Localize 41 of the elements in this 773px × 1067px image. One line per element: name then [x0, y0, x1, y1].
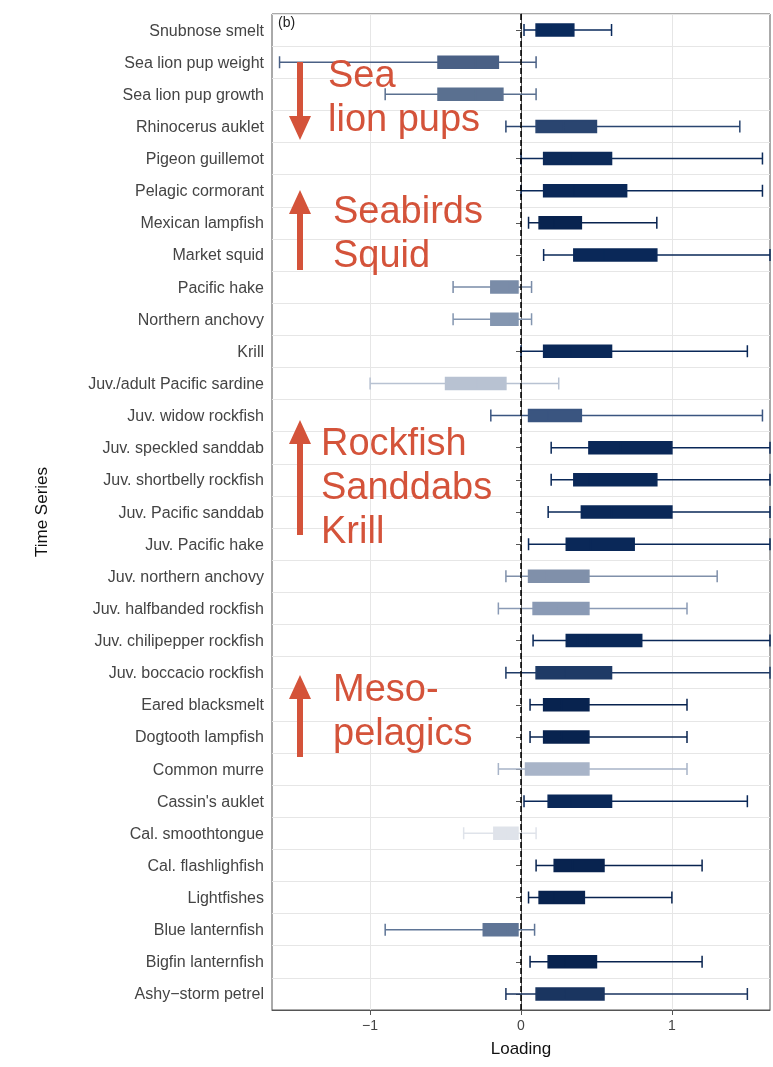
y-tick-label: Common murre [152, 760, 265, 778]
y-tick-label: Cal. smoothtongue [129, 824, 265, 842]
y-axis-title: Time Series [32, 466, 51, 558]
y-tick-label: Juv./adult Pacific sardine [88, 374, 265, 392]
y-tick-label: Juv. Pacific hake [145, 535, 265, 553]
y-tick-label: Juv. boccacio rockfish [108, 664, 264, 682]
y-tick-label: Market squid [172, 246, 264, 264]
y-tick-label: Pelagic cormorant [135, 182, 265, 200]
y-tick-label: Sea lion pup weight [124, 53, 265, 71]
y-tick-label: Mexican lampfish [140, 214, 264, 232]
y-tick-label: Juv. chilipepper rockfish [94, 632, 264, 650]
x-tick-label: 1 [668, 1017, 677, 1033]
y-tick-label: Northern anchovy [137, 310, 264, 328]
annotation: Rockfish Sanddabs Krill [321, 420, 493, 552]
y-tick-label: Juv. speckled sanddab [102, 439, 265, 457]
y-tick-label: Krill [237, 342, 264, 360]
y-tick-label: Pigeon guillemot [145, 150, 265, 168]
y-tick-label: Dogtooth lampfish [135, 728, 264, 746]
y-tick-label: Snubnose smelt [149, 21, 265, 39]
y-tick-label: Lightfishes [187, 889, 264, 907]
annotation: Seabirds Squid [333, 188, 483, 276]
annotation: (b) [278, 14, 296, 30]
y-tick-label: Cassin's auklet [156, 792, 265, 810]
y-tick-label: Blue lanternfish [153, 921, 264, 939]
annotation: Meso- pelagics [333, 666, 473, 754]
y-tick-label: Juv. halfbanded rockfish [92, 599, 264, 617]
y-tick-label: Bigfin lanternfish [145, 953, 264, 971]
y-tick-label: Juv. northern anchovy [107, 567, 264, 585]
annotation: Sea lion pups [328, 52, 481, 140]
y-tick-label: Pacific hake [177, 278, 265, 296]
x-axis-title: Loading [490, 1039, 552, 1058]
y-tick-label: Juv. shortbelly rockfish [103, 471, 264, 489]
y-tick-label: Juv. Pacific sanddab [118, 503, 265, 521]
y-tick-label: Sea lion pup growth [122, 85, 264, 103]
y-tick-label: Rhinocerus auklet [135, 117, 265, 135]
x-tick-label: 0 [517, 1017, 526, 1033]
y-tick-label: Ashy−storm petrel [134, 985, 264, 1003]
y-tick-label: Juv. widow rockfish [127, 407, 264, 425]
y-tick-label: Cal. flashlighfish [147, 856, 264, 874]
x-tick-label: −1 [362, 1017, 379, 1033]
y-tick-label: Eared blacksmelt [141, 696, 265, 714]
